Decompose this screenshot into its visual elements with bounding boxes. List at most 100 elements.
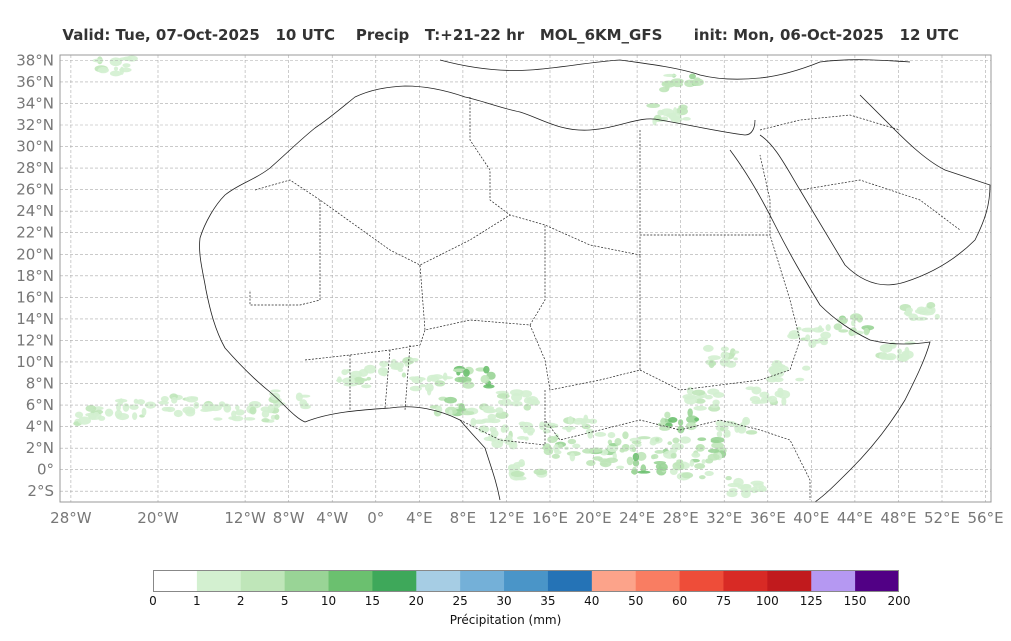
lat-label: 28°N <box>16 159 54 177</box>
precip-cell <box>737 485 747 490</box>
precip-cell <box>787 333 801 340</box>
colorbar-tick-label: 50 <box>628 594 644 608</box>
lon-label: 8°W <box>273 509 305 527</box>
precip-cell <box>426 377 432 383</box>
border-segment <box>759 114 901 131</box>
colorbar-swatch <box>328 570 373 592</box>
lon-label: 48°E <box>880 509 916 527</box>
precip-cell <box>125 55 138 62</box>
coastline-west-africa <box>199 85 756 239</box>
lat-label: 6°N <box>26 396 54 414</box>
valid-time: Valid: Tue, 07-Oct-2025 10 UTC <box>62 26 335 44</box>
precip-cell <box>190 396 199 400</box>
precip-cell <box>654 450 664 454</box>
precip-cell <box>583 414 589 422</box>
precip-cell <box>435 405 443 414</box>
precip-cell <box>353 376 365 386</box>
border-segment <box>544 390 811 500</box>
precip-cell <box>116 413 130 421</box>
precip-cell <box>213 417 223 421</box>
colorbar-tick-label: 20 <box>408 594 424 608</box>
colorbar-tick-label: 100 <box>755 594 779 608</box>
precip-cell <box>607 432 616 439</box>
forecast-range: T:+21-22 hr <box>424 26 525 44</box>
colorbar-tick-label: 75 <box>715 594 732 608</box>
precip-cell <box>885 353 897 361</box>
colorbar-swatch <box>153 570 198 592</box>
precip-cell <box>161 406 172 412</box>
lon-label: 36°E <box>750 509 786 527</box>
precip-cell <box>724 429 731 437</box>
precip-cell <box>693 405 707 411</box>
colorbar-tick-label: 15 <box>364 594 381 608</box>
border-segment <box>304 329 426 361</box>
precip-cell <box>686 415 699 424</box>
precip-cell <box>377 367 389 376</box>
colorbar-swatch <box>504 570 549 592</box>
precip-cell <box>812 327 825 333</box>
precip-cell <box>632 452 640 462</box>
precip-cell <box>594 432 607 437</box>
precip-cell <box>663 73 677 78</box>
precip-cell <box>589 447 603 453</box>
precip-cell <box>838 329 849 333</box>
map-title: Valid: Tue, 07-Oct-2025 10 UTC Precip T:… <box>0 8 1011 44</box>
precip-cell <box>733 357 738 361</box>
precip-cell <box>228 416 237 420</box>
precip-cell <box>85 405 97 412</box>
lon-label: 12°W <box>224 509 266 527</box>
precip-cell <box>667 417 678 423</box>
lat-label: 4°N <box>26 418 54 436</box>
precip-cell <box>863 327 870 336</box>
precip-cell <box>694 398 706 404</box>
precip-cell <box>878 352 888 360</box>
colorbar-tick-label: 25 <box>452 594 468 608</box>
colorbar-tick-label: 10 <box>320 594 337 608</box>
precip-cell <box>201 402 216 412</box>
precip-cell <box>573 419 584 425</box>
precip-cell <box>462 381 475 389</box>
lon-label: 16°E <box>532 509 568 527</box>
precipitation-map: 38°N 36°N 34°N 32°N 30°N 28°N 26°N 24°N 22°N 20°N… <box>16 51 1003 527</box>
precip-cell <box>97 66 109 74</box>
border-segment <box>639 234 801 391</box>
country-borders <box>249 97 961 500</box>
lat-label: 26°N <box>16 181 54 199</box>
lat-label: 8°N <box>26 375 54 393</box>
precip-cell <box>801 327 816 333</box>
colorbar-tick-label: 0 <box>149 594 157 608</box>
precip-cell <box>171 396 178 404</box>
precip-cell <box>856 315 863 323</box>
precip-cell <box>460 410 475 416</box>
precip-cell <box>707 448 720 453</box>
precip-cell <box>681 472 694 479</box>
precip-cell <box>410 358 419 362</box>
precip-cell <box>694 77 701 82</box>
precip-cell <box>487 413 497 420</box>
lon-label: 24°E <box>619 509 655 527</box>
lon-label: 52°E <box>924 509 960 527</box>
colorbar-swatch <box>460 570 505 592</box>
lat-label: 36°N <box>16 73 54 91</box>
precip-cell <box>751 400 762 405</box>
colorbar-tick-label: 30 <box>496 594 512 608</box>
lon-label: 44°E <box>837 509 873 527</box>
lat-label: 34°N <box>16 94 54 112</box>
precip-cell <box>931 307 936 314</box>
precip-cell <box>483 408 497 414</box>
precip-cell <box>631 446 637 453</box>
precip-cell <box>129 404 139 410</box>
colorbar-tick-label: 1 <box>193 594 201 608</box>
precip-cell <box>77 416 92 425</box>
precip-cell <box>572 443 581 449</box>
precip-cell <box>109 57 122 67</box>
lat-label: 16°N <box>16 288 54 306</box>
precip-cell <box>691 452 701 458</box>
precip-cell <box>653 460 667 465</box>
precip-cell <box>661 80 676 88</box>
lat-label: 22°N <box>16 224 54 242</box>
precip-cell <box>542 422 556 426</box>
precip-cell <box>733 350 740 354</box>
init-time: init: Mon, 06-Oct-2025 12 UTC <box>693 26 960 44</box>
precip-cell <box>122 63 131 68</box>
